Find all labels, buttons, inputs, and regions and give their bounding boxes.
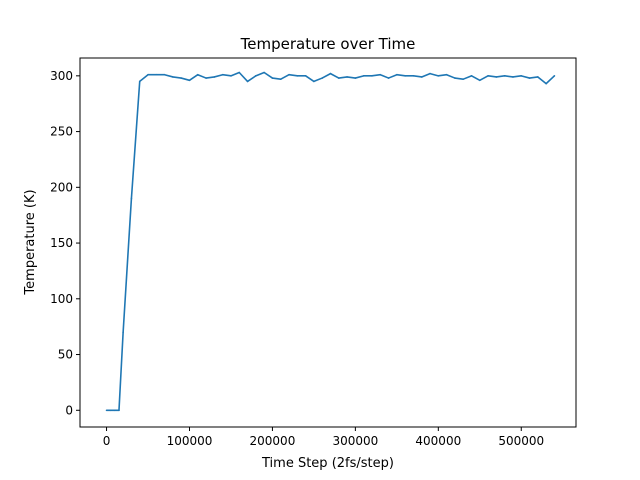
data-point [122, 331, 124, 334]
data-point [163, 73, 166, 76]
y-tick-label: 250 [50, 125, 73, 139]
data-point [296, 75, 299, 77]
y-tick-label: 50 [58, 348, 73, 362]
y-axis-label: Temperature (K) [23, 189, 38, 295]
data-point [537, 76, 539, 78]
y-tick-label: 300 [50, 69, 73, 83]
data-point [130, 197, 133, 200]
data-point [205, 77, 207, 79]
data-point [118, 409, 120, 412]
data-point [188, 79, 191, 82]
data-point [346, 76, 348, 78]
chart-title: Temperature over Time [240, 35, 416, 53]
data-point [404, 75, 406, 77]
data-point [263, 71, 265, 74]
data-point [114, 409, 116, 412]
x-tick-label: 400000 [415, 434, 461, 448]
data-point [221, 73, 224, 76]
data-point [478, 79, 481, 82]
data-point [105, 409, 108, 412]
data-point [155, 73, 158, 76]
x-tick-label: 200000 [250, 434, 296, 448]
x-tick-label: 500000 [498, 434, 544, 448]
data-point [379, 73, 382, 76]
data-point [487, 75, 489, 77]
data-point [454, 77, 456, 79]
data-point [255, 75, 257, 77]
data-point [288, 73, 290, 76]
data-point [321, 77, 323, 79]
data-point [396, 73, 398, 76]
x-axis: 0 100000 200000 300000 400000 500000 [103, 427, 544, 448]
data-point [329, 72, 332, 75]
data-point [354, 77, 357, 79]
data-point [246, 80, 249, 83]
y-tick-label: 100 [50, 292, 73, 306]
data-point [271, 77, 274, 79]
plot-area-frame [79, 57, 577, 428]
data-point [196, 73, 199, 76]
data-point [495, 76, 498, 78]
data-point [503, 75, 506, 77]
data-point [445, 73, 448, 76]
data-point [429, 72, 431, 75]
data-point [304, 75, 307, 77]
x-tick-label: 300000 [332, 434, 378, 448]
data-point [437, 75, 440, 77]
data-point [213, 76, 216, 78]
y-tick-label: 150 [50, 236, 73, 250]
data-point [172, 76, 174, 78]
x-tick-label: 0 [103, 434, 111, 448]
data-point [512, 76, 514, 78]
x-axis-label: Time Step (2fs/step) [261, 456, 394, 471]
y-tick-label: 200 [50, 180, 73, 194]
y-tick-label: 0 [65, 403, 73, 417]
data-point [528, 77, 531, 79]
data-point [337, 77, 340, 79]
series-layer [105, 71, 556, 412]
y-axis: 0 50 100 150 200 250 300 [50, 69, 80, 417]
data-point [362, 75, 365, 77]
data-point [230, 75, 232, 77]
data-point [387, 77, 390, 79]
data-point [520, 75, 523, 77]
data-point [545, 82, 547, 85]
data-point [371, 75, 373, 77]
data-point [462, 78, 464, 80]
data-point [147, 73, 149, 76]
data-point [313, 80, 315, 83]
x-tick-label: 100000 [167, 434, 213, 448]
data-point [138, 80, 141, 83]
data-point [470, 75, 473, 77]
data-point [180, 77, 182, 79]
data-point [420, 76, 423, 78]
data-point [238, 71, 241, 74]
data-point [109, 409, 112, 412]
data-point [279, 78, 282, 80]
data-point [553, 75, 556, 77]
data-point [412, 75, 415, 77]
